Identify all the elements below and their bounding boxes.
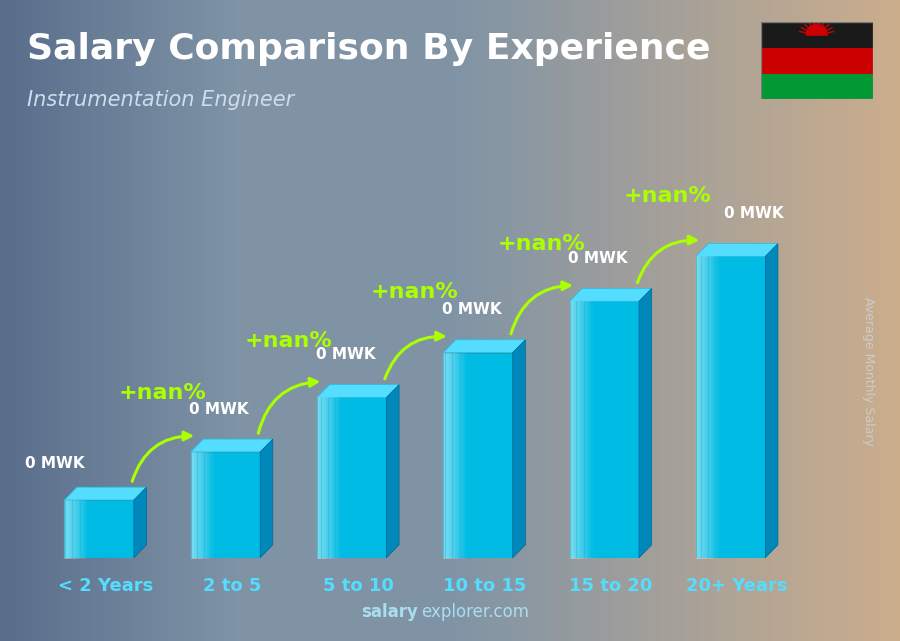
Text: 20+ Years: 20+ Years	[686, 577, 788, 595]
Text: 0 MWK: 0 MWK	[316, 347, 375, 362]
Polygon shape	[191, 452, 260, 558]
Text: 0 MWK: 0 MWK	[724, 206, 783, 221]
Polygon shape	[317, 397, 386, 558]
Polygon shape	[696, 244, 778, 256]
Polygon shape	[191, 439, 273, 452]
Text: Salary Comparison By Experience: Salary Comparison By Experience	[27, 32, 710, 66]
Text: +nan%: +nan%	[245, 331, 332, 351]
Text: 5 to 10: 5 to 10	[322, 577, 393, 595]
Text: 2 to 5: 2 to 5	[202, 577, 261, 595]
Bar	[760, 74, 873, 99]
Text: 0 MWK: 0 MWK	[568, 251, 628, 266]
Polygon shape	[386, 385, 399, 558]
Text: 0 MWK: 0 MWK	[25, 456, 85, 471]
Polygon shape	[570, 301, 639, 558]
Polygon shape	[513, 340, 526, 558]
Polygon shape	[696, 256, 765, 558]
Polygon shape	[444, 340, 526, 353]
Bar	[760, 22, 873, 48]
Polygon shape	[570, 288, 652, 301]
Text: 10 to 15: 10 to 15	[443, 577, 526, 595]
Text: 0 MWK: 0 MWK	[442, 303, 501, 317]
Text: < 2 Years: < 2 Years	[58, 577, 153, 595]
Text: Instrumentation Engineer: Instrumentation Engineer	[27, 90, 294, 110]
Polygon shape	[317, 385, 399, 397]
Text: +nan%: +nan%	[119, 383, 206, 403]
Text: explorer.com: explorer.com	[421, 603, 529, 621]
Polygon shape	[260, 439, 273, 558]
Polygon shape	[65, 500, 134, 558]
Polygon shape	[134, 487, 147, 558]
Text: +nan%: +nan%	[371, 281, 459, 302]
Text: Average Monthly Salary: Average Monthly Salary	[862, 297, 875, 446]
Polygon shape	[65, 487, 147, 500]
Text: 15 to 20: 15 to 20	[569, 577, 652, 595]
Text: +nan%: +nan%	[624, 185, 711, 206]
Polygon shape	[765, 244, 778, 558]
Polygon shape	[639, 288, 652, 558]
Text: salary: salary	[362, 603, 418, 621]
Polygon shape	[806, 24, 827, 35]
Text: +nan%: +nan%	[498, 233, 585, 254]
Text: 0 MWK: 0 MWK	[189, 402, 249, 417]
Bar	[760, 48, 873, 74]
Polygon shape	[444, 353, 513, 558]
